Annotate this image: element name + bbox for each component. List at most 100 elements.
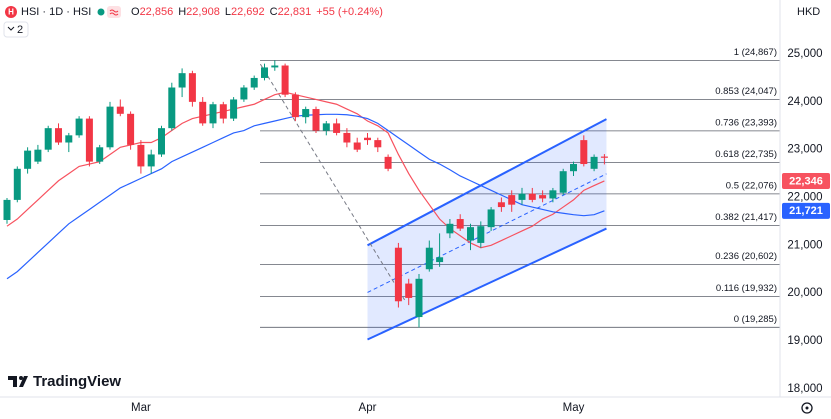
candle-body bbox=[374, 140, 382, 148]
candle-body bbox=[44, 128, 52, 150]
candle-body bbox=[291, 94, 299, 118]
fib-label: 0.736 (23,393) bbox=[715, 117, 777, 128]
settings-icon[interactable] bbox=[801, 402, 813, 414]
candle-body bbox=[96, 147, 104, 162]
watermark-logo bbox=[8, 376, 28, 387]
y-tick-label: 22,000 bbox=[787, 192, 822, 204]
ohlc-value: 22,692 bbox=[231, 6, 265, 18]
market-status bbox=[97, 8, 105, 16]
fib-label: 0.5 (22,076) bbox=[726, 180, 777, 191]
candle-body bbox=[24, 150, 32, 169]
candle-body bbox=[271, 65, 279, 68]
symbol-logo bbox=[5, 6, 17, 18]
ohlc-value: 22,831 bbox=[278, 6, 312, 18]
channel-lower bbox=[367, 227, 607, 341]
candle-body bbox=[518, 193, 526, 200]
candle-body bbox=[261, 67, 268, 78]
y-tick-label: 24,000 bbox=[787, 96, 822, 108]
ohlc-value: 22,908 bbox=[186, 6, 220, 18]
price-label: 22,346 bbox=[789, 175, 823, 187]
candle-body bbox=[116, 106, 124, 114]
candle-body bbox=[302, 109, 310, 118]
fib-label: 0.618 (22,735) bbox=[715, 149, 777, 160]
moving-average bbox=[6, 91, 605, 249]
candle-body bbox=[209, 104, 217, 124]
candle-body bbox=[250, 77, 258, 88]
candle-body bbox=[34, 149, 42, 162]
candle-body bbox=[168, 87, 176, 129]
fib-label: 1 (24,867) bbox=[734, 47, 777, 58]
candle-body bbox=[3, 199, 11, 220]
candle-body bbox=[240, 87, 248, 100]
y-tick-label: 19,000 bbox=[787, 335, 822, 347]
candle-body bbox=[549, 190, 557, 199]
x-tick-label: Mar bbox=[131, 402, 151, 414]
candle-body bbox=[106, 106, 114, 148]
indicator-count: 2 bbox=[17, 24, 23, 36]
ohlc-legend: O22,856 H22,908 L22,692 C22,831 +55 (+0.24%) bbox=[131, 6, 383, 18]
candle-body bbox=[281, 65, 289, 95]
channel-mid bbox=[367, 173, 607, 293]
candle-body bbox=[127, 113, 135, 145]
candle-body bbox=[65, 135, 73, 143]
candle-body bbox=[415, 278, 423, 318]
candle-body bbox=[343, 132, 351, 143]
candle-body bbox=[580, 140, 588, 165]
ohlc-label: C bbox=[270, 6, 278, 18]
candle-body bbox=[425, 247, 433, 270]
y-tick-label: 23,000 bbox=[787, 144, 822, 156]
candle-body bbox=[353, 142, 361, 150]
candle-body bbox=[333, 123, 341, 133]
watermark: TradingView bbox=[33, 373, 121, 390]
candle-body bbox=[75, 118, 83, 136]
fib-label: 0 (19,285) bbox=[734, 314, 777, 325]
ohlc-label: H bbox=[178, 6, 186, 18]
fib-label: 0.236 (20,602) bbox=[715, 251, 777, 262]
price-label: 21,721 bbox=[789, 205, 823, 217]
currency[interactable]: HKD bbox=[797, 6, 820, 18]
candle-body bbox=[312, 109, 320, 131]
y-tick-label: 18,000 bbox=[787, 383, 822, 395]
chevron bbox=[7, 26, 15, 31]
candle-body bbox=[436, 257, 444, 263]
candle-body bbox=[178, 73, 186, 88]
candle-body bbox=[559, 171, 567, 193]
fib-label: 0.382 (21,417) bbox=[715, 212, 777, 223]
settings-icon-dot bbox=[805, 406, 809, 410]
candle-body bbox=[497, 202, 505, 208]
candle-body bbox=[384, 156, 392, 169]
alert-icon[interactable] bbox=[107, 6, 121, 18]
ohlc-value: 22,856 bbox=[140, 6, 174, 18]
change: +55 (+0.24%) bbox=[316, 6, 383, 18]
y-tick-label: 20,000 bbox=[787, 287, 822, 299]
candle-body bbox=[570, 164, 577, 172]
candle-body bbox=[85, 118, 93, 162]
candle-body bbox=[477, 226, 485, 243]
ohlc-label: O bbox=[131, 6, 140, 18]
fib-label: 0.116 (19,932) bbox=[716, 283, 777, 294]
y-tick-label: 25,000 bbox=[787, 48, 822, 60]
fib-label: 0.853 (24,047) bbox=[715, 86, 777, 97]
channel-fill bbox=[367, 119, 607, 340]
candle-body bbox=[199, 101, 207, 124]
candle-body bbox=[55, 128, 62, 143]
candle-body bbox=[137, 144, 145, 167]
x-tick-label: Apr bbox=[359, 402, 377, 414]
indicator-toggle[interactable] bbox=[3, 21, 29, 38]
alert-icon-glyph bbox=[109, 9, 119, 16]
candle-body bbox=[394, 247, 402, 302]
candle-body bbox=[405, 283, 413, 298]
channel-upper bbox=[367, 118, 607, 247]
candle-body bbox=[456, 219, 464, 229]
plot-layer: 1 (24,867) 0.853 (24,047) 0.736 (23,393) 0.… bbox=[3, 47, 780, 341]
candle-body bbox=[188, 73, 196, 102]
candle-body bbox=[158, 128, 165, 155]
price-label-box bbox=[782, 202, 830, 219]
candle-body bbox=[467, 227, 474, 241]
symbol[interactable]: HSI · 1D · HSI bbox=[21, 6, 91, 18]
candle-body bbox=[364, 137, 371, 141]
candle-body bbox=[322, 123, 330, 131]
candle-body bbox=[147, 154, 155, 167]
candle-body bbox=[600, 156, 608, 158]
